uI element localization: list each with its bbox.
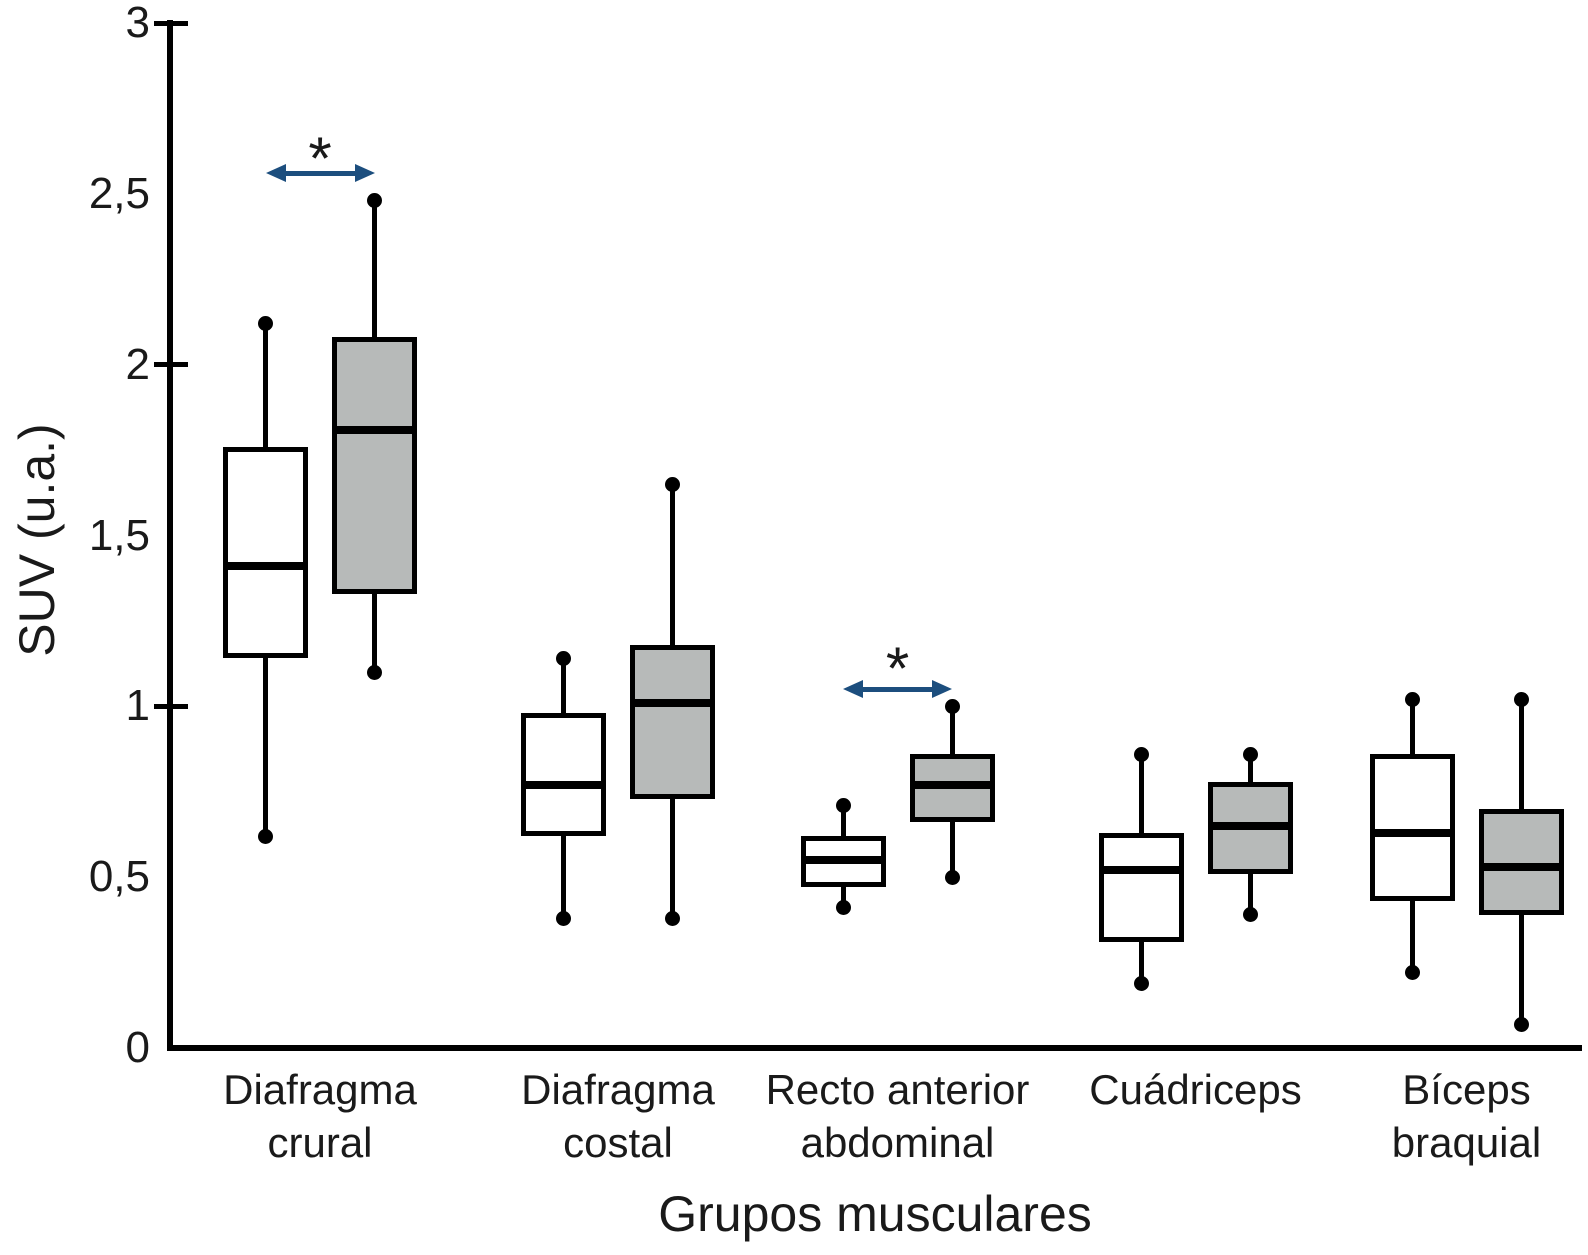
significance-arrow [281, 170, 359, 176]
category-label-2: Diafragma costal [521, 1066, 715, 1166]
white-box-1-box [223, 446, 308, 659]
arrow-head-left-icon [843, 680, 863, 699]
gray-box-1-min-dot [367, 664, 382, 680]
arrow-head-left-icon [265, 164, 286, 183]
gray-box-1-box [332, 337, 417, 594]
y-tick-label: 1 [125, 681, 150, 731]
category-label-1: Diafragma crural [223, 1066, 417, 1166]
gray-box-5-max-dot [1513, 692, 1529, 707]
arrow-head-right-icon [932, 680, 952, 699]
gray-box-2-min-dot [665, 910, 680, 926]
gray-box-4-max-dot [1242, 746, 1258, 762]
y-tick-label: 0,5 [88, 852, 150, 902]
gray-box-3-max-dot [944, 698, 960, 714]
significance-asterisk: * [885, 634, 910, 702]
y-tick-label: 1,5 [88, 510, 150, 560]
gray-box-1-median [332, 425, 417, 434]
gray-box-3-min-dot [944, 869, 960, 885]
white-box-1-max-dot [258, 316, 273, 332]
white-box-2-box [521, 713, 606, 837]
gray-box-2-box [630, 644, 715, 799]
x-axis-line [167, 1045, 1582, 1051]
y-tick-label: 3 [125, 0, 150, 47]
white-box-4-median [1098, 866, 1184, 875]
white-box-2-max-dot [556, 651, 571, 666]
x-axis-title: Grupos musculares [658, 1186, 1092, 1242]
y-tick-label: 2 [125, 339, 150, 389]
white-box-1-median [223, 562, 308, 571]
white-box-1-min-dot [258, 828, 273, 844]
gray-box-1-max-dot [367, 193, 382, 209]
significance-asterisk: * [308, 125, 332, 193]
white-box-2-min-dot [556, 910, 571, 926]
category-label-5: Bíceps braquial [1391, 1066, 1542, 1166]
gray-box-2-max-dot [665, 476, 680, 492]
white-box-2-median [521, 780, 606, 789]
white-box-3-median [800, 856, 886, 865]
gray-box-5-min-dot [1513, 1016, 1529, 1032]
gray-box-4-median [1207, 821, 1293, 830]
y-axis-title: SUV (u.a.) [9, 423, 65, 657]
category-label-3: Recto anterior abdominal [765, 1066, 1030, 1166]
white-box-5-box [1369, 754, 1455, 902]
y-tick-label: 0 [125, 1023, 150, 1072]
gray-box-5-box [1478, 808, 1564, 915]
gray-box-4-min-dot [1242, 907, 1258, 923]
white-box-3-max-dot [835, 797, 851, 813]
category-label-4: Cuádriceps [1089, 1066, 1302, 1113]
white-box-5-max-dot [1404, 692, 1420, 707]
gray-box-2-median [630, 698, 715, 707]
gray-box-5-median [1478, 862, 1564, 871]
y-axis-line [167, 20, 173, 1051]
y-tick-mark [154, 362, 188, 368]
white-box-4-min-dot [1133, 975, 1149, 991]
y-tick-mark [154, 20, 188, 26]
white-box-4-max-dot [1133, 746, 1149, 762]
y-tick-mark [154, 703, 188, 709]
significance-arrow [859, 686, 936, 692]
white-box-5-median [1369, 828, 1455, 837]
y-tick-label: 2,5 [88, 168, 150, 218]
white-box-3-min-dot [835, 900, 851, 916]
white-box-5-min-dot [1404, 965, 1420, 981]
white-box-4-box [1098, 832, 1184, 943]
arrow-head-right-icon [354, 164, 375, 183]
gray-box-3-median [909, 780, 995, 789]
